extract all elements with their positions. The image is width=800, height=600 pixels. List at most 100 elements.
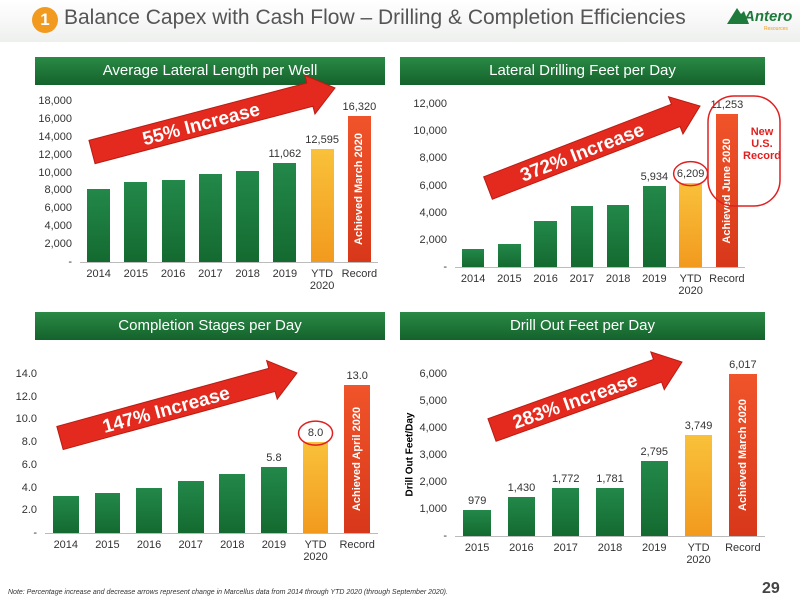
x-tick-label: 2018 [220,539,245,551]
arrow-label: 372% Increase [518,120,648,187]
arrow-label: 55% Increase [140,99,262,150]
x-tick-label: Record [709,273,745,285]
badge: 1 [32,7,58,33]
bar [344,385,371,533]
axis-line [45,533,378,534]
value-label: 1,781 [596,472,624,485]
x-tick-label: 2016 [160,268,186,280]
axis-line [80,262,378,263]
x-tick-label: 2016 [533,273,558,285]
x-tick-label: YTD 2020 [686,542,711,566]
y-tick-label: 8.0 [21,436,37,449]
bar [729,373,757,536]
value-label: 979 [467,494,487,507]
y-tick-label: 4.0 [21,481,37,494]
bar [498,243,521,267]
x-tick-label: 2018 [235,268,260,280]
footnote: Note: Percentage increase and decrease a… [8,589,448,596]
y-tick-label: 16,000 [38,112,72,125]
value-label: 16,320 [342,101,377,114]
y-tick-label: 2.0 [21,504,37,517]
x-tick-label: 2015 [497,273,522,285]
x-tick-label: 2016 [509,542,534,554]
arrow-label: 147% Increase [100,383,232,438]
bar [347,116,371,262]
bar [640,460,668,536]
bar [507,497,536,536]
y-tick-label: 3,000 [419,449,447,461]
bar [198,174,222,262]
x-tick-label: 2015 [123,268,149,280]
x-tick-label: YTD 2020 [303,539,328,563]
bar [310,149,334,262]
logo-mark [727,8,749,24]
bar [596,487,624,536]
axis-line [455,267,745,268]
x-tick-label: 2019 [261,539,287,551]
value-label: 2,795 [640,445,669,458]
callout: New U.S. Record [743,126,781,162]
bar [236,170,260,262]
x-tick-label: Record [341,268,378,280]
axis-line [455,536,765,537]
arrow-label: 283% Increase [510,370,640,434]
x-tick-label: 2019 [642,542,667,554]
bar [302,442,329,533]
record-note: Achieved March 2020 [353,133,366,245]
y-tick-label: 10.0 [15,413,37,426]
y-tick-label: 1,000 [419,503,447,515]
bar [87,188,111,262]
x-tick-label: 2015 [464,542,490,554]
x-tick-label: 2014 [460,273,486,285]
value-label: 8.0 [307,427,324,440]
y-tick-label: 2,000 [44,238,72,251]
value-label: 1,772 [551,473,580,486]
y-tick-label: 4,000 [419,206,447,219]
value-label: 6,017 [729,358,757,371]
x-tick-label: 2018 [597,542,623,554]
panel-title: Average Lateral Length per Well [35,57,385,85]
x-tick-label: Record [339,539,375,551]
y-tick-label: 6,000 [419,179,447,192]
bar [551,488,580,536]
bar [124,181,148,262]
arrow-shape [56,359,298,451]
y-tick-label: 6,000 [419,368,447,380]
increase-arrow: 372% Increase [483,95,701,200]
bar [52,495,79,533]
value-label: 13.0 [346,370,368,383]
panel-title: Drill Out Feet per Day [400,312,765,340]
bar [684,434,713,536]
y-tick-label: 8,000 [44,184,72,197]
y-axis-label: Drill Out Feet/Day [404,412,416,497]
arrow-shape [487,351,683,442]
bar [570,205,594,267]
y-tick-label: 12,000 [38,148,72,161]
x-tick-label: 2016 [136,539,162,551]
bar [534,220,557,267]
y-tick-label: 14.0 [15,368,37,380]
record-note: Achieved April 2020 [351,407,364,512]
arrow-shape [483,95,701,200]
y-tick-label: 10,000 [38,166,72,179]
page-number: 29 [762,580,780,597]
y-tick-label: 4,000 [44,220,72,233]
panel-title: Lateral Drilling Feet per Day [400,57,765,85]
x-tick-label: 2019 [272,268,298,280]
x-tick-label: 2017 [553,542,578,554]
increase-arrow: 147% Increase [56,359,298,451]
value-label: 11,253 [710,99,744,112]
bar [273,163,297,262]
slide-title: Balance Capex with Cash Flow – Drilling … [64,6,686,29]
y-tick-label: - [443,261,447,273]
bar [461,249,485,267]
y-tick-label: 6,000 [44,202,72,215]
value-label: 5.8 [266,452,282,465]
logo-sub: Resources [764,26,788,32]
bar [643,186,666,267]
bar [94,493,121,533]
record-note: Achieved June 2020 [720,137,733,244]
y-tick-label: 2,000 [419,476,447,488]
y-tick-label: 6.0 [21,458,37,471]
